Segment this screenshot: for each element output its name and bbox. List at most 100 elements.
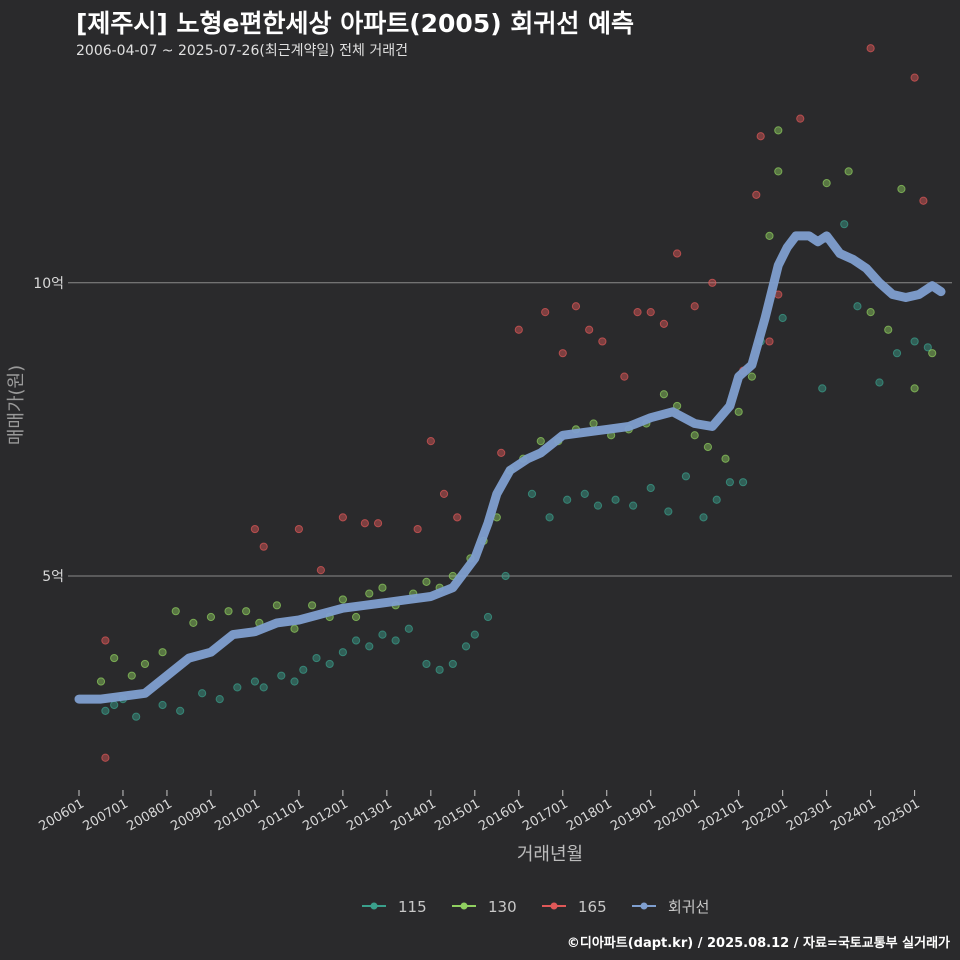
chart-title: [제주시] 노형e편한세상 아파트(2005) 회귀선 예측 (76, 9, 635, 38)
data-point-115 (629, 501, 638, 510)
data-point-115 (422, 659, 431, 669)
data-point-115 (132, 712, 141, 721)
data-point-165 (673, 249, 682, 258)
data-point-165 (439, 489, 449, 498)
data-point-165 (708, 278, 717, 287)
x-tick-label: 202001 (652, 796, 702, 834)
legend-label: 130 (488, 898, 517, 916)
x-tick-label: 201501 (432, 796, 482, 834)
data-point-165 (101, 636, 110, 645)
data-point-115 (404, 624, 413, 633)
data-point-130 (307, 601, 317, 610)
data-point-115 (593, 501, 603, 510)
data-point-130 (844, 167, 853, 176)
legend-label: 115 (398, 898, 427, 916)
data-point-115 (738, 478, 748, 487)
data-point-115 (664, 507, 673, 516)
data-point-115 (725, 478, 735, 487)
data-point-130 (589, 419, 598, 428)
data-point-115 (778, 313, 787, 323)
legend-label: 회귀선 (668, 898, 709, 916)
data-point-115 (176, 706, 185, 715)
data-point-130 (866, 308, 875, 317)
data-point-165 (585, 325, 594, 334)
data-point-165 (250, 524, 260, 534)
data-point-130 (351, 612, 361, 622)
data-point-165 (598, 337, 607, 346)
x-tick-label: 202301 (784, 796, 834, 834)
data-point-130 (765, 231, 774, 241)
footer-credit: ©디아파트(dapt.kr) / 2025.08.12 / 자료=국토교통부 실… (566, 936, 950, 951)
data-point-130 (884, 325, 893, 334)
data-point-130 (158, 648, 167, 657)
x-tick-label: 201101 (256, 796, 306, 834)
data-point-115 (250, 677, 260, 686)
data-point-165 (646, 308, 655, 317)
data-point-165 (294, 524, 303, 534)
data-point-115 (101, 706, 110, 715)
x-tick-label: 200901 (168, 796, 218, 834)
data-point-165 (765, 337, 774, 346)
data-point-115 (338, 648, 347, 657)
data-point-115 (299, 665, 308, 674)
data-point-130 (928, 349, 937, 358)
x-tick-label: 201901 (608, 796, 658, 834)
data-point-130 (910, 384, 919, 393)
legend-swatch-dot (370, 902, 378, 910)
data-point-130 (822, 179, 831, 188)
data-point-130 (338, 595, 347, 604)
data-point-115 (110, 700, 119, 710)
x-axis-label: 거래년월 (517, 844, 583, 865)
x-tick-label: 202201 (740, 796, 790, 834)
data-point-115 (325, 659, 334, 669)
x-tick-label: 201701 (520, 796, 570, 834)
x-tick-label: 202101 (696, 796, 746, 834)
data-point-130 (171, 607, 180, 616)
data-point-165 (373, 519, 383, 528)
data-point-165 (514, 325, 523, 334)
data-point-115 (158, 700, 167, 710)
x-tick-label: 201301 (344, 796, 394, 834)
data-point-115 (312, 653, 321, 663)
data-point-165 (910, 73, 919, 82)
data-point-115 (215, 695, 224, 704)
data-point-130 (897, 184, 906, 194)
regression-line (74, 231, 946, 704)
data-point-165 (659, 319, 669, 328)
x-tick-label: 201401 (388, 796, 438, 834)
data-point-115 (461, 642, 471, 651)
data-point-115 (910, 337, 919, 346)
gridlines (68, 282, 952, 577)
x-tick-label: 201601 (476, 796, 526, 834)
data-point-130 (659, 390, 669, 399)
data-point-130 (242, 607, 251, 616)
data-point-130 (378, 583, 387, 592)
legend-swatch-dot (640, 902, 648, 910)
data-point-115 (611, 495, 620, 504)
data-point-115 (580, 489, 589, 498)
data-point-165 (360, 519, 369, 528)
data-point-130 (747, 372, 756, 381)
data-point-130 (127, 671, 136, 680)
data-point-165 (571, 302, 581, 311)
data-point-130 (774, 126, 783, 135)
data-point-115 (818, 384, 827, 393)
data-points (96, 44, 937, 762)
data-point-165 (338, 513, 347, 522)
data-point-165 (919, 196, 928, 205)
data-point-115 (923, 343, 932, 352)
x-tick-label: 201001 (212, 796, 262, 834)
data-point-165 (497, 448, 506, 457)
data-point-130 (365, 589, 374, 598)
data-point-165 (752, 190, 761, 199)
data-point-165 (558, 349, 567, 358)
data-point-115 (646, 483, 655, 493)
data-point-115 (378, 630, 387, 639)
data-point-115 (527, 489, 537, 498)
data-point-115 (563, 495, 572, 504)
data-point-115 (290, 677, 299, 686)
data-point-115 (840, 220, 849, 229)
data-point-115 (233, 683, 242, 692)
data-point-165 (620, 372, 629, 381)
data-point-130 (290, 624, 299, 633)
